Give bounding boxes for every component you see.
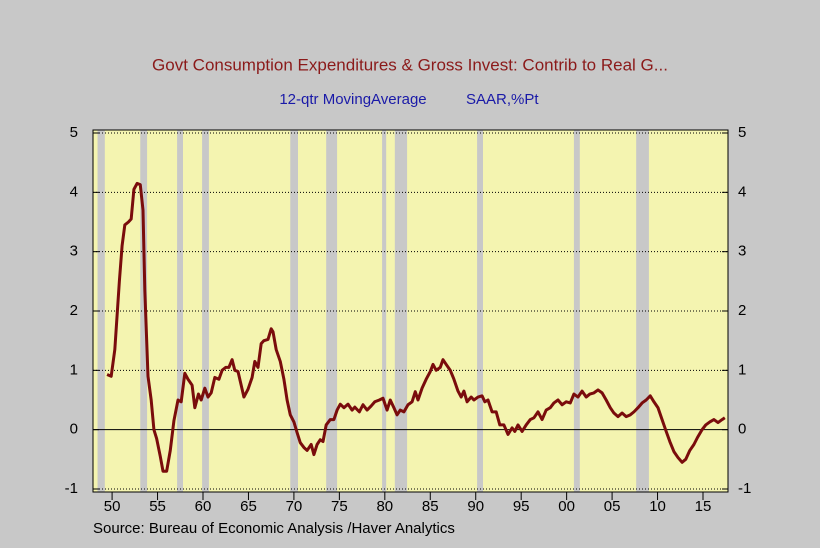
y2-tick-label: 1 <box>738 361 746 378</box>
plot-frame <box>92 129 729 493</box>
x-tick-label: 80 <box>376 498 393 515</box>
x-tick-label: 75 <box>331 498 348 515</box>
y2-tick-label: 0 <box>738 421 746 438</box>
y-tick-label: 1 <box>70 361 78 378</box>
recession-band <box>394 130 408 492</box>
chart-title: Govt Consumption Expenditures & Gross In… <box>152 55 668 74</box>
x-tick-label: 05 <box>604 498 621 515</box>
y-tick-label: 3 <box>70 243 78 260</box>
y-tick-label: 0 <box>70 421 78 438</box>
x-tick-label: 65 <box>240 498 257 515</box>
recession-band <box>202 130 209 492</box>
y2-tick-label: 2 <box>738 302 746 319</box>
source: Source: Bureau of Economic Analysis /Hav… <box>93 520 455 537</box>
subtitle: 12-qtr MovingAverage <box>279 91 426 108</box>
y-tick-label: 5 <box>70 124 78 141</box>
x-tick-label: 50 <box>104 498 121 515</box>
y2-tick-label: 5 <box>738 124 746 141</box>
y2-tick-label: 4 <box>738 183 746 200</box>
x-tick-label: 90 <box>467 498 484 515</box>
y2-tick-label: -1 <box>738 480 751 497</box>
subtitle: SAAR,%Pt <box>466 91 539 108</box>
y-tick-label: 4 <box>70 183 78 200</box>
y2-tick-label: 3 <box>738 243 746 260</box>
x-tick-label: 55 <box>149 498 166 515</box>
x-tick-label: 00 <box>558 498 575 515</box>
x-tick-label: 10 <box>649 498 666 515</box>
data-line <box>106 181 726 473</box>
recession-band <box>140 130 148 492</box>
x-tick-label: 95 <box>513 498 530 515</box>
recession-band <box>97 130 105 492</box>
x-tick-label: 15 <box>695 498 712 515</box>
x-tick-label: 70 <box>286 498 303 515</box>
x-tick-label: 60 <box>195 498 212 515</box>
y-tick-label: 2 <box>70 302 78 319</box>
x-tick-label: 85 <box>422 498 439 515</box>
plot-area <box>93 130 728 492</box>
recession-band <box>326 130 338 492</box>
y-tick-label: -1 <box>65 480 78 497</box>
